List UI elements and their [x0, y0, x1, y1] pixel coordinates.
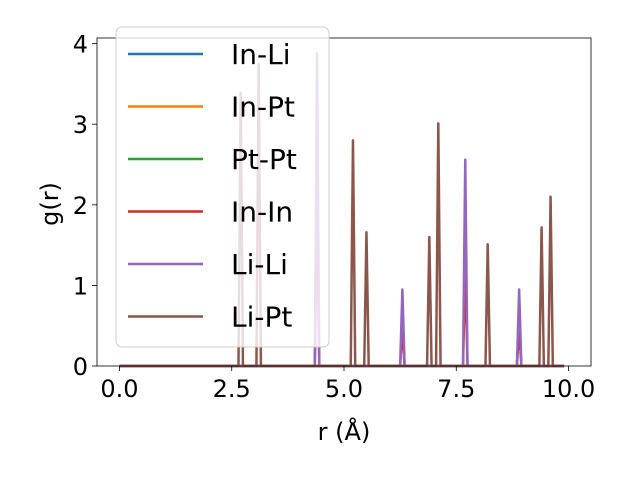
y-tick-label: 3 — [73, 111, 88, 139]
x-axis-ticks: 0.0 2.5 5.0 7.5 10.0 — [100, 366, 595, 403]
legend: In-Li In-Pt Pt-Pt In-In Li-Li Li-Pt — [115, 26, 330, 348]
legend-label-li-pt: Li-Pt — [231, 301, 292, 334]
y-tick-label: 4 — [73, 31, 88, 59]
x-tick-label: 7.5 — [437, 375, 475, 403]
y-axis-ticks: 0 1 2 3 4 — [73, 31, 97, 381]
legend-label-li-li: Li-Li — [231, 248, 288, 281]
legend-label-pt-pt: Pt-Pt — [231, 143, 297, 176]
y-tick-label: 1 — [73, 272, 88, 300]
y-tick-label: 0 — [73, 353, 88, 381]
y-tick-label: 2 — [73, 192, 88, 220]
x-tick-label: 10.0 — [542, 375, 595, 403]
x-tick-label: 5.0 — [325, 375, 363, 403]
legend-label-in-in: In-In — [231, 196, 293, 229]
x-axis-label: r (Å) — [318, 417, 371, 446]
legend-label-in-pt: In-Pt — [231, 91, 295, 124]
legend-box — [115, 26, 330, 348]
y-axis-label: g(r) — [36, 182, 64, 226]
x-tick-label: 2.5 — [213, 375, 251, 403]
x-tick-label: 0.0 — [100, 375, 138, 403]
legend-label-in-li: In-Li — [231, 38, 291, 71]
